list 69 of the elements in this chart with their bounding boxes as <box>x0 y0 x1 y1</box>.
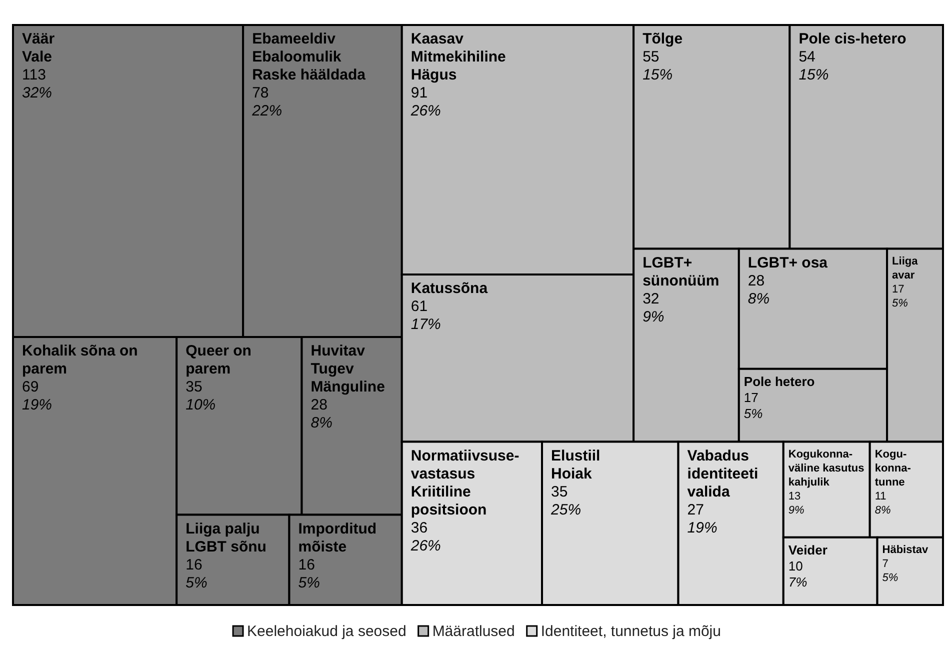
data-label: 16 <box>186 556 202 574</box>
category-label: Elustiil Hoiak <box>551 447 600 482</box>
category-label: Kogu-konna-tunne <box>874 448 912 488</box>
legend-label: Määratlused <box>432 623 515 640</box>
data-label: 61 <box>410 298 428 316</box>
category-label: Imporditud mõiste <box>298 520 377 556</box>
category-label: Liiga palju LGBT sõnu <box>186 520 266 556</box>
data-label: 69 <box>22 378 39 396</box>
text: 5% <box>744 406 763 421</box>
text: 8% <box>748 290 770 308</box>
text: 17% <box>410 316 441 334</box>
category-label: Kaasav Mitmekihiline Hägus <box>410 30 506 84</box>
data-label: 54 <box>798 48 816 66</box>
category-label: Veider <box>788 542 828 558</box>
data-label: 35 <box>186 378 202 396</box>
category-label: Kogukonna-väline kasutus kahjulik <box>788 448 864 488</box>
data-label: 55 <box>642 48 660 66</box>
text: 8% <box>310 414 332 432</box>
text: 32% <box>22 84 52 102</box>
text: 15% <box>798 66 829 84</box>
text: 22% <box>252 102 282 120</box>
text: 10% <box>186 396 216 414</box>
data-label: 17 <box>744 390 758 405</box>
category-label: Väär Vale <box>22 30 55 66</box>
category-label: Vabadus identiteeti valida <box>687 447 758 500</box>
text: 9% <box>788 504 804 516</box>
category-label: Normatiivsuse-vastasus Kriitiline positsioon <box>410 447 520 518</box>
data-label: 113 <box>22 66 46 84</box>
data-label: 27 <box>687 501 704 518</box>
text: 25% <box>551 501 582 518</box>
data-label: 36 <box>410 519 428 536</box>
category-label: Pole hetero <box>744 374 815 389</box>
text: 5% <box>186 574 208 592</box>
data-label: 10 <box>788 558 803 574</box>
data-label: 28 <box>310 396 328 414</box>
data-label: 91 <box>410 84 428 102</box>
data-label: 32 <box>642 290 660 308</box>
category-label: LGBT+ osa <box>748 254 828 272</box>
text: 26% <box>410 537 441 554</box>
category-label: Pole cis-hetero <box>798 30 906 48</box>
text: 7% <box>788 574 808 590</box>
text: 15% <box>642 66 673 84</box>
data-label: 13 <box>788 490 801 502</box>
category-label: Tõlge <box>642 30 683 48</box>
data-label: 16 <box>298 556 315 574</box>
text: 19% <box>687 519 718 536</box>
text: 19% <box>22 396 52 414</box>
text: 8% <box>874 504 891 516</box>
legend-label: Keelehoiakud ja seosed <box>247 623 406 640</box>
text: 26% <box>410 102 441 120</box>
category-label: Huvitav Tugev Mänguline <box>310 342 385 396</box>
category-label: LGBT+ sünonüüm <box>642 254 720 290</box>
text: 5% <box>892 297 908 310</box>
data-label: 11 <box>874 490 886 502</box>
data-label: 17 <box>892 283 904 296</box>
legend-label: Identiteet, tunnetus ja mõju <box>540 623 721 640</box>
text: 5% <box>298 574 320 592</box>
category-label: Katussõna <box>410 280 488 298</box>
category-label: Kohalik sõna on parem <box>22 342 138 378</box>
data-label: 35 <box>551 483 568 500</box>
data-label: 78 <box>252 84 269 102</box>
category-label: Queer on parem <box>186 342 252 378</box>
text: 5% <box>882 572 898 584</box>
category-label: Ebameeldiv Ebaloomulik Raske hääldada <box>252 30 366 84</box>
data-label: 28 <box>748 272 765 290</box>
category-label: Liiga avar <box>892 255 919 282</box>
data-label: 7 <box>882 558 888 570</box>
category-label: Häbistav <box>882 544 930 556</box>
text: 9% <box>642 308 664 326</box>
